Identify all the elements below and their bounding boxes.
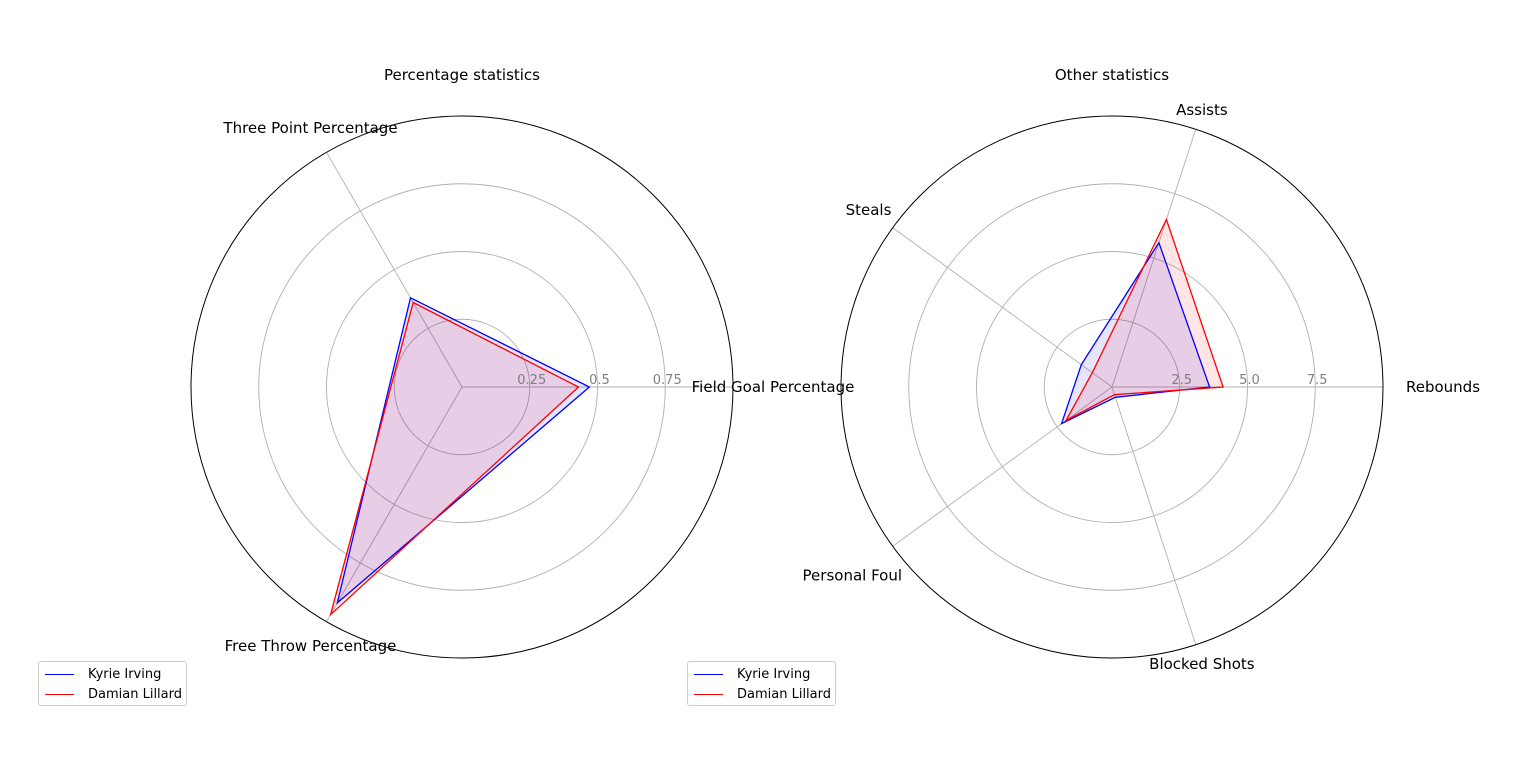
legend-entry: Kyrie Irving: [39, 664, 161, 684]
category-label: Personal Foul: [803, 567, 902, 585]
series-area: [1066, 219, 1224, 421]
radial-tick-label: 0.75: [653, 373, 682, 388]
legend-other: Kyrie Irving Damian Lillard: [687, 661, 836, 706]
chart-title: Percentage statistics: [384, 66, 540, 84]
radar-panel: 0.25 0.5 0.75 Field Goal Percentage Three Po…: [190, 66, 855, 659]
series-line: [1060, 241, 1211, 425]
series-area: [1061, 242, 1210, 424]
category-label: Assists: [1176, 101, 1228, 119]
series-area: [330, 302, 579, 615]
radial-tick-label: 5.0: [1239, 373, 1260, 388]
spoke-line: [326, 386, 463, 622]
legend-swatch: [45, 693, 74, 695]
legend-swatch: [45, 673, 74, 675]
series-line: [329, 301, 580, 617]
legend-entry: Damian Lillard: [39, 684, 182, 704]
radial-tick-label: 7.5: [1307, 373, 1328, 388]
outer-frame: [840, 115, 1384, 659]
series-line: [1064, 217, 1224, 423]
radial-tick-label: 0.25: [517, 373, 546, 388]
radial-tick-label: 2.5: [1171, 373, 1192, 388]
legend-entry: Kyrie Irving: [688, 664, 810, 684]
radar-panel: 2.5 5.0 7.5 Rebounds Assists Steals Personal F…: [803, 66, 1481, 673]
legend-percentage: Kyrie Irving Damian Lillard: [38, 661, 187, 706]
category-label: Field Goal Percentage: [692, 378, 855, 396]
legend-label: Damian Lillard: [88, 686, 183, 702]
legend-label: Kyrie Irving: [737, 666, 811, 682]
chart-title: Other statistics: [1055, 66, 1169, 84]
category-label: Steals: [846, 201, 892, 219]
radial-tick-label: 0.5: [589, 373, 610, 388]
legend-swatch: [694, 673, 723, 675]
spoke-line: [1111, 386, 1197, 645]
spoke-line: [326, 152, 463, 388]
legend-entry: Damian Lillard: [688, 684, 831, 704]
legend-swatch: [694, 693, 723, 695]
category-label: Rebounds: [1406, 378, 1480, 396]
legend-label: Kyrie Irving: [88, 666, 162, 682]
legend-label: Damian Lillard: [737, 686, 832, 702]
spoke-line: [892, 227, 1113, 388]
spoke-line: [1111, 129, 1197, 388]
category-label: Three Point Percentage: [222, 119, 397, 137]
outer-frame: [190, 115, 734, 659]
series-area: [337, 297, 590, 603]
category-label: Blocked Shots: [1149, 655, 1255, 673]
spoke-line: [892, 386, 1113, 547]
category-label: Free Throw Percentage: [225, 637, 397, 655]
